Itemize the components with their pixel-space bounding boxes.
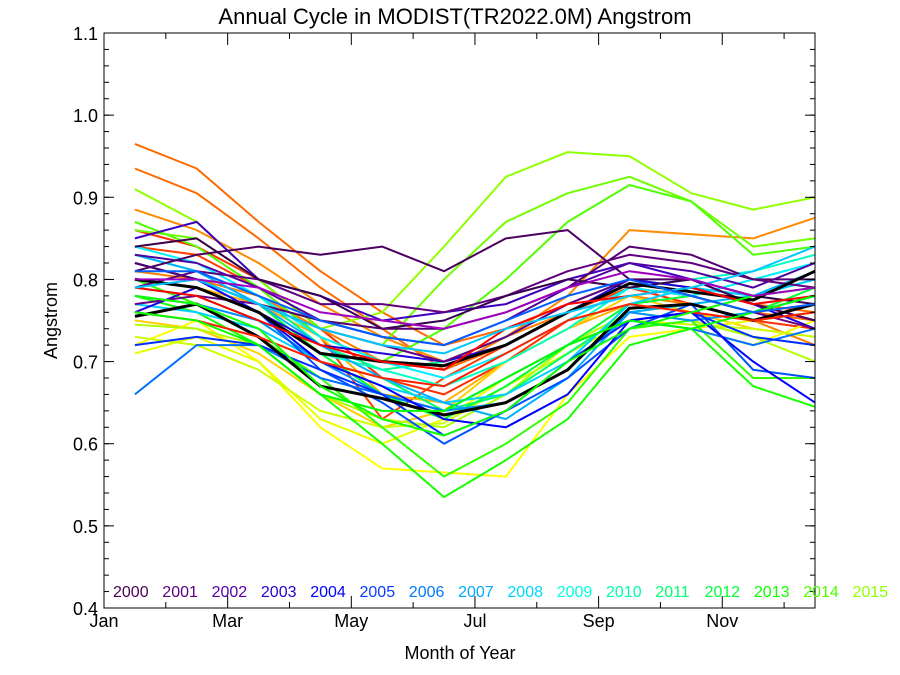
y-tick-label: 0.6	[73, 435, 98, 455]
year-label-2007: 2007	[458, 584, 494, 601]
x-tick-label: Jan	[89, 611, 118, 631]
y-axis-label: Angstrom	[41, 282, 61, 359]
year-label-2001: 2001	[162, 584, 198, 601]
series-line-25	[134, 294, 816, 412]
x-tick-label: Nov	[706, 611, 738, 631]
series-layer	[134, 142, 816, 499]
y-tick-label: 0.5	[73, 517, 98, 537]
y-tick-label: 1.1	[73, 24, 98, 44]
year-label-2002: 2002	[212, 584, 248, 601]
series-line-23	[134, 278, 816, 404]
year-labels: 2000 2001 2002 2003 2004 2005 2006 2007 2008 2009…	[113, 584, 888, 601]
year-label-2012: 2012	[705, 584, 741, 601]
year-label-2005: 2005	[360, 584, 396, 601]
series-line-38	[134, 269, 816, 368]
year-label-2014: 2014	[803, 584, 839, 601]
year-label-2013: 2013	[754, 584, 790, 601]
x-axis-label: Month of Year	[404, 643, 515, 663]
chart-title: Annual Cycle in MODIST(TR2022.0M) Angstr…	[218, 4, 691, 29]
y-tick-label: 1.0	[73, 106, 98, 126]
series-line-46	[134, 270, 816, 330]
x-tick-label: May	[334, 611, 368, 631]
year-label-2015: 2015	[853, 584, 889, 601]
axis-ticks: 0.4 0.5 0.6 0.7 0.8 0.9 1.0 1.1 Jan Mar May Jul Sep N…	[73, 24, 815, 631]
series-line-33	[134, 253, 816, 314]
series-line-41	[134, 303, 816, 388]
x-tick-label: Sep	[583, 611, 615, 631]
year-label-2008: 2008	[507, 584, 543, 601]
year-label-2011: 2011	[655, 584, 690, 601]
series-line-17	[134, 294, 816, 499]
year-label-2004: 2004	[310, 584, 346, 601]
year-label-2009: 2009	[557, 584, 593, 601]
series-line-34	[134, 229, 816, 322]
year-label-2000: 2000	[113, 584, 149, 601]
y-tick-label: 0.7	[73, 353, 98, 373]
series-line-45	[134, 270, 816, 347]
year-label-2006: 2006	[409, 584, 445, 601]
y-tick-label: 0.8	[73, 270, 98, 290]
year-label-2003: 2003	[261, 584, 297, 601]
series-line-44	[134, 245, 816, 355]
plot-frame	[103, 32, 816, 609]
x-tick-label: Jul	[463, 611, 486, 631]
series-line-39	[134, 302, 816, 417]
y-tick-label: 0.4	[73, 599, 98, 619]
y-tick-label: 0.9	[73, 188, 98, 208]
series-line-40	[134, 286, 816, 371]
x-tick-label: Mar	[212, 611, 243, 631]
year-label-2010: 2010	[606, 584, 642, 601]
series-line-42	[134, 286, 816, 437]
series-line-43	[134, 294, 816, 412]
series-line-24	[134, 253, 816, 421]
